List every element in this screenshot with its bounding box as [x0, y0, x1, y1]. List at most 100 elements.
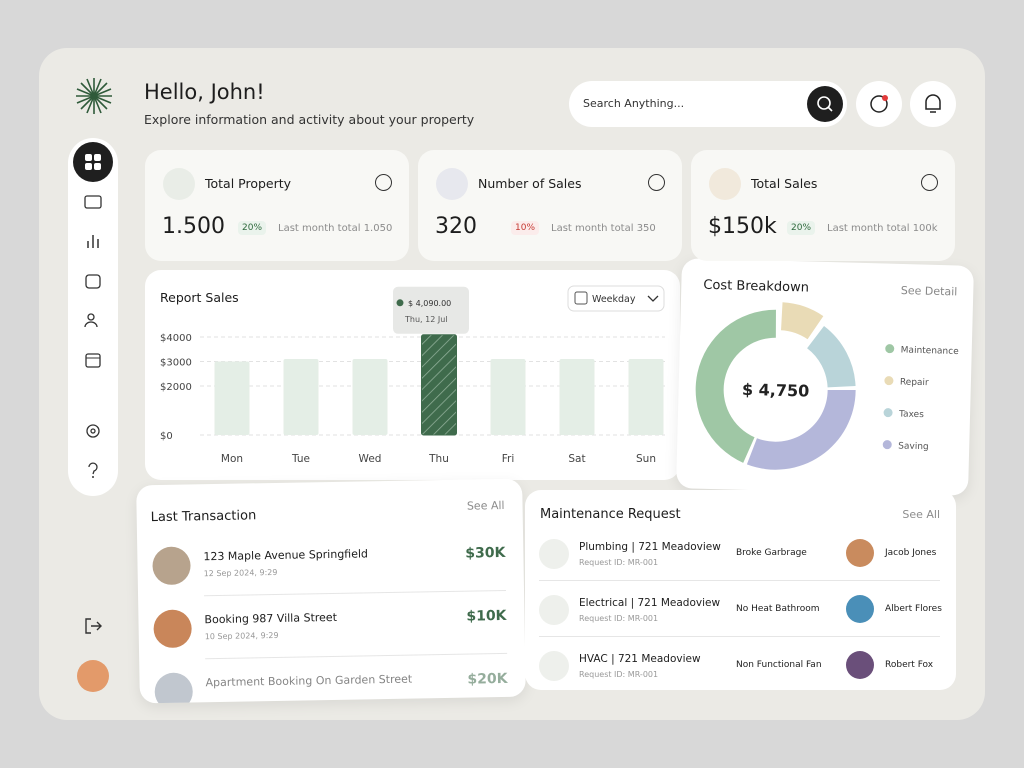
stat-card: Number of Sales 320 10% Last month total 35… [418, 150, 682, 261]
logo [76, 78, 112, 114]
tooltip-date: Thu, 12 Jul [404, 315, 448, 324]
transaction-row: Booking 987 Villa Street 10 Sep 2024, 9:2… [138, 602, 525, 669]
stat-value: 1.500 [162, 214, 225, 239]
bell-icon [925, 94, 941, 113]
y-tick-label: $2000 [160, 382, 192, 393]
request-icon [539, 651, 569, 681]
property-thumbnail [153, 609, 192, 649]
grid-icon [85, 154, 101, 170]
more-button[interactable] [648, 174, 665, 191]
legend-label: Maintenance [901, 345, 960, 357]
transaction-date: 12 Sep 2024, 9:29 [203, 567, 278, 579]
donut-slice [807, 325, 856, 388]
filter-dropdown[interactable] [567, 285, 665, 312]
stat-note: Last month total 100k [827, 223, 938, 234]
stat-change: 10% [511, 221, 540, 235]
stat-card: Total Property 1.500 20% Last month total 1… [145, 150, 409, 261]
more-button[interactable] [375, 174, 392, 191]
see-all-link[interactable]: See All [902, 508, 940, 521]
transaction-row: Apartment Booking On Garden Street $20K [139, 665, 525, 704]
stat-change: 20% [787, 221, 816, 235]
sidebar [68, 138, 118, 496]
request-row: HVAC | 721 Meadoview Request ID: MR-001 No… [525, 650, 956, 700]
transaction-date: 10 Sep 2024, 9:29 [204, 630, 279, 642]
stat-change: 20% [238, 221, 267, 235]
search-bar[interactable]: Search Anything... [569, 81, 847, 127]
user-avatar[interactable] [77, 660, 109, 692]
assignee-avatar [846, 539, 874, 567]
logout[interactable] [84, 617, 102, 635]
search-placeholder: Search Anything... [583, 97, 685, 110]
see-all-link[interactable]: See All [466, 498, 505, 513]
request-issue: Broke Garbrage [736, 548, 807, 558]
stat-title: Total Sales [751, 176, 818, 191]
see-detail-link[interactable]: See Detail [901, 284, 958, 298]
request-title: HVAC | 721 Meadoview [579, 653, 701, 665]
nav-calendar[interactable] [84, 351, 102, 369]
maintenance-card: Maintenance Request See All Plumbing | 7… [525, 490, 956, 690]
more-button[interactable] [921, 174, 938, 191]
nav-property[interactable] [84, 272, 102, 290]
nav-users[interactable] [84, 311, 102, 329]
nav-analytics[interactable] [84, 232, 102, 250]
property-thumbnail [152, 546, 191, 586]
request-id: Request ID: MR-001 [579, 614, 659, 623]
card-title: Last Transaction [150, 508, 257, 526]
transaction-name: Booking 987 Villa Street [204, 610, 338, 627]
nav-settings[interactable] [84, 422, 102, 440]
chart-title: Cost Breakdown [703, 278, 809, 296]
request-title: Plumbing | 721 Meadoview [579, 541, 721, 553]
legend-label: Taxes [898, 409, 924, 420]
legend-swatch [883, 408, 893, 418]
assignee-avatar [846, 595, 874, 623]
stat-title: Total Property [205, 176, 292, 191]
tooltip-dot [396, 299, 404, 307]
stat-title: Number of Sales [478, 176, 582, 191]
donut-slice [781, 302, 824, 340]
request-icon [539, 539, 569, 569]
request-title: Electrical | 721 Meadoview [579, 597, 721, 609]
legend-label: Saving [898, 441, 929, 452]
search-button[interactable] [807, 86, 843, 122]
request-row: Plumbing | 721 Meadoview Request ID: MR-0… [525, 538, 956, 588]
x-tick-label: Tue [291, 453, 310, 465]
nav-cards[interactable] [84, 193, 102, 211]
stat-icon [709, 168, 741, 200]
report-sales-card: Report Sales Weekday $0 $2000 $3000 $4000 Mo… [145, 270, 680, 480]
bar [628, 359, 664, 435]
last-transaction-card: Last Transaction See All 123 Maple Avenu… [136, 478, 526, 704]
y-tick-label: $3000 [160, 358, 192, 369]
transaction-amount: $10K [466, 607, 507, 625]
x-tick-label: Sun [636, 453, 656, 465]
property-thumbnail [154, 672, 194, 704]
greeting: Hello, John! [144, 80, 265, 104]
tooltip [393, 286, 469, 334]
stat-icon [436, 168, 468, 200]
bar [283, 359, 319, 435]
stat-value: 320 [435, 214, 477, 239]
request-issue: Non Functional Fan [736, 660, 822, 670]
stat-value: $150k [708, 214, 777, 239]
cost-breakdown-card: Cost Breakdown See Detail Maintenance Rep… [676, 258, 974, 496]
donut-center-label: $ 4,750 [742, 380, 810, 401]
stat-card: Total Sales $150k 20% Last month total 100k [691, 150, 955, 261]
request-id: Request ID: MR-001 [579, 558, 659, 567]
transaction-amount: $30K [465, 544, 506, 562]
nav-dashboard[interactable] [73, 142, 113, 182]
legend-swatch [882, 440, 892, 450]
request-issue: No Heat Bathroom [736, 604, 820, 614]
request-icon [539, 595, 569, 625]
donut-chart: Cost Breakdown See Detail Maintenance Rep… [695, 278, 960, 470]
bar [214, 361, 250, 435]
subtitle: Explore information and activity about y… [144, 112, 475, 127]
x-tick-label: Thu [428, 453, 449, 465]
donut-slice [746, 389, 856, 470]
stat-icon [163, 168, 195, 200]
bar-chart: Report Sales Weekday $0 $2000 $3000 $4000 Mo… [160, 285, 665, 465]
bar [559, 359, 595, 435]
messages-button[interactable] [856, 81, 902, 127]
notifications-button[interactable] [910, 81, 956, 127]
assignee-name: Robert Fox [885, 660, 934, 670]
nav-help[interactable] [84, 461, 102, 479]
